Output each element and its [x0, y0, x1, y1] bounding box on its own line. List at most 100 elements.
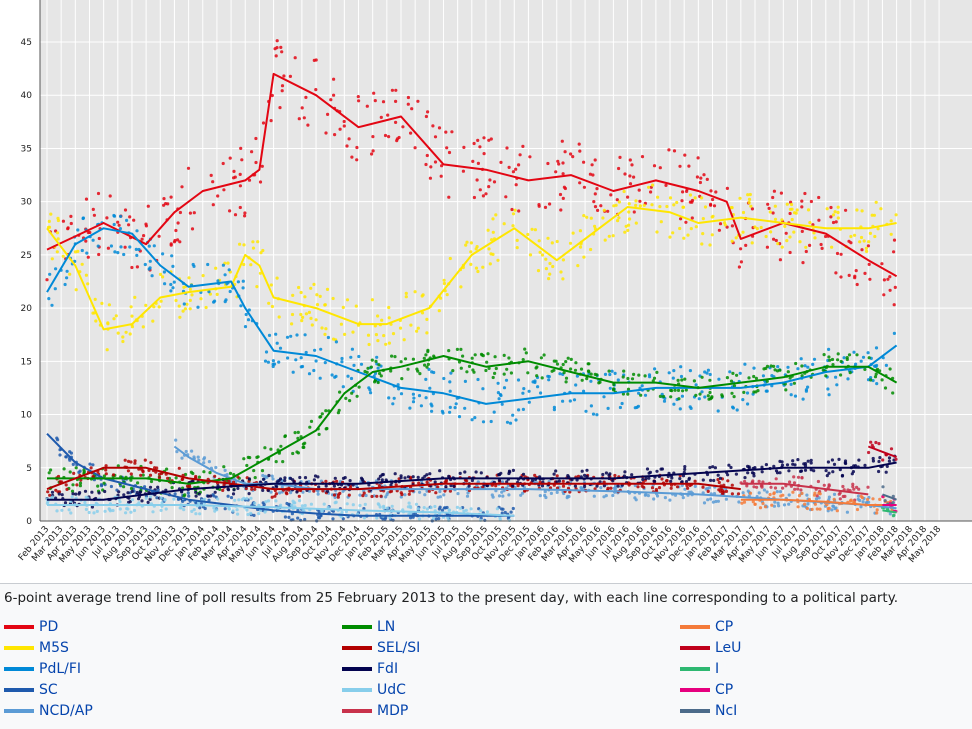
poll-point: [755, 227, 759, 231]
poll-point: [561, 196, 565, 200]
poll-point: [315, 303, 320, 307]
poll-point: [332, 493, 336, 497]
poll-point: [680, 378, 684, 382]
poll-point: [342, 124, 346, 128]
legend-label[interactable]: SC: [39, 682, 58, 698]
poll-point: [409, 131, 413, 135]
poll-point: [247, 178, 252, 182]
poll-point: [290, 512, 294, 516]
legend-label[interactable]: CP: [715, 619, 734, 635]
poll-point: [883, 386, 888, 390]
poll-point: [349, 355, 353, 359]
poll-point: [821, 368, 825, 372]
trend-line: [47, 461, 897, 501]
poll-point: [274, 332, 278, 336]
poll-point: [578, 245, 583, 249]
poll-point: [338, 127, 342, 131]
poll-point: [737, 265, 742, 269]
poll-point: [785, 463, 790, 467]
legend-label[interactable]: M5S: [39, 640, 69, 656]
poll-point: [687, 164, 691, 168]
poll-point: [831, 504, 836, 508]
legend-label[interactable]: MDP: [377, 703, 409, 719]
poll-point: [347, 493, 351, 497]
poll-point: [424, 114, 428, 119]
poll-point: [459, 366, 463, 370]
poll-point: [169, 195, 173, 199]
poll-point: [180, 456, 184, 460]
poll-point: [395, 139, 399, 143]
legend-swatch: [342, 667, 372, 671]
poll-point: [513, 208, 517, 212]
poll-point: [418, 372, 422, 376]
poll-point: [334, 374, 338, 378]
poll-point: [626, 392, 630, 396]
poll-point: [403, 357, 408, 361]
poll-point: [778, 258, 783, 262]
poll-point: [198, 506, 202, 510]
poll-point: [203, 506, 207, 511]
poll-point: [266, 488, 270, 493]
poll-point: [677, 397, 681, 401]
legend-label[interactable]: PD: [39, 619, 59, 635]
poll-point: [593, 205, 598, 209]
legend-label[interactable]: NcI: [715, 703, 738, 719]
poll-point: [277, 315, 281, 319]
poll-point: [129, 486, 134, 491]
poll-point: [123, 458, 127, 462]
poll-point: [178, 240, 182, 244]
poll-point: [236, 280, 240, 284]
poll-point: [830, 245, 834, 249]
poll-point: [208, 471, 212, 475]
poll-point: [710, 215, 714, 219]
poll-point: [340, 510, 344, 515]
poll-point: [404, 291, 408, 295]
poll-point: [497, 494, 502, 498]
legend-label[interactable]: I: [715, 661, 720, 677]
legend-label[interactable]: LeU: [715, 640, 742, 656]
poll-point: [871, 459, 876, 463]
poll-point: [401, 125, 405, 129]
poll-point: [85, 251, 89, 255]
poll-point: [766, 202, 770, 206]
poll-point: [363, 502, 367, 506]
poll-point: [191, 262, 195, 267]
poll-point: [811, 223, 815, 227]
poll-point: [340, 360, 344, 364]
legend-label[interactable]: FdI: [377, 661, 399, 677]
poll-point: [201, 274, 205, 278]
legend-label[interactable]: PdL/FI: [39, 661, 82, 677]
poll-point: [748, 192, 752, 197]
poll-point: [708, 465, 712, 470]
poll-point: [585, 215, 589, 219]
poll-point: [144, 303, 148, 307]
poll-point: [621, 375, 625, 379]
y-tick-label: 35: [21, 144, 32, 154]
legend-label[interactable]: CP: [715, 682, 734, 698]
poll-point: [439, 174, 443, 178]
poll-point: [190, 293, 194, 297]
poll-point: [347, 137, 351, 141]
poll-point: [323, 361, 327, 365]
poll-point: [774, 469, 779, 473]
poll-point: [547, 375, 551, 379]
legend-label[interactable]: UdC: [377, 682, 406, 698]
legend-label[interactable]: NCD/AP: [39, 703, 93, 719]
poll-point: [788, 376, 792, 380]
poll-point: [598, 380, 602, 384]
poll-point: [301, 442, 305, 446]
poll-point: [187, 276, 191, 280]
poll-point: [657, 486, 662, 490]
poll-point: [652, 479, 656, 483]
legend-item: NCD/AP: [4, 701, 93, 721]
poll-point: [237, 498, 241, 502]
legend-label[interactable]: LN: [377, 619, 396, 635]
poll-point: [834, 506, 838, 510]
legend-label[interactable]: SEL/SI: [377, 640, 421, 656]
poll-point: [441, 411, 445, 415]
poll-point: [165, 467, 169, 471]
poll-point: [124, 511, 128, 515]
poll-point: [394, 120, 398, 124]
poll-point: [316, 492, 320, 496]
